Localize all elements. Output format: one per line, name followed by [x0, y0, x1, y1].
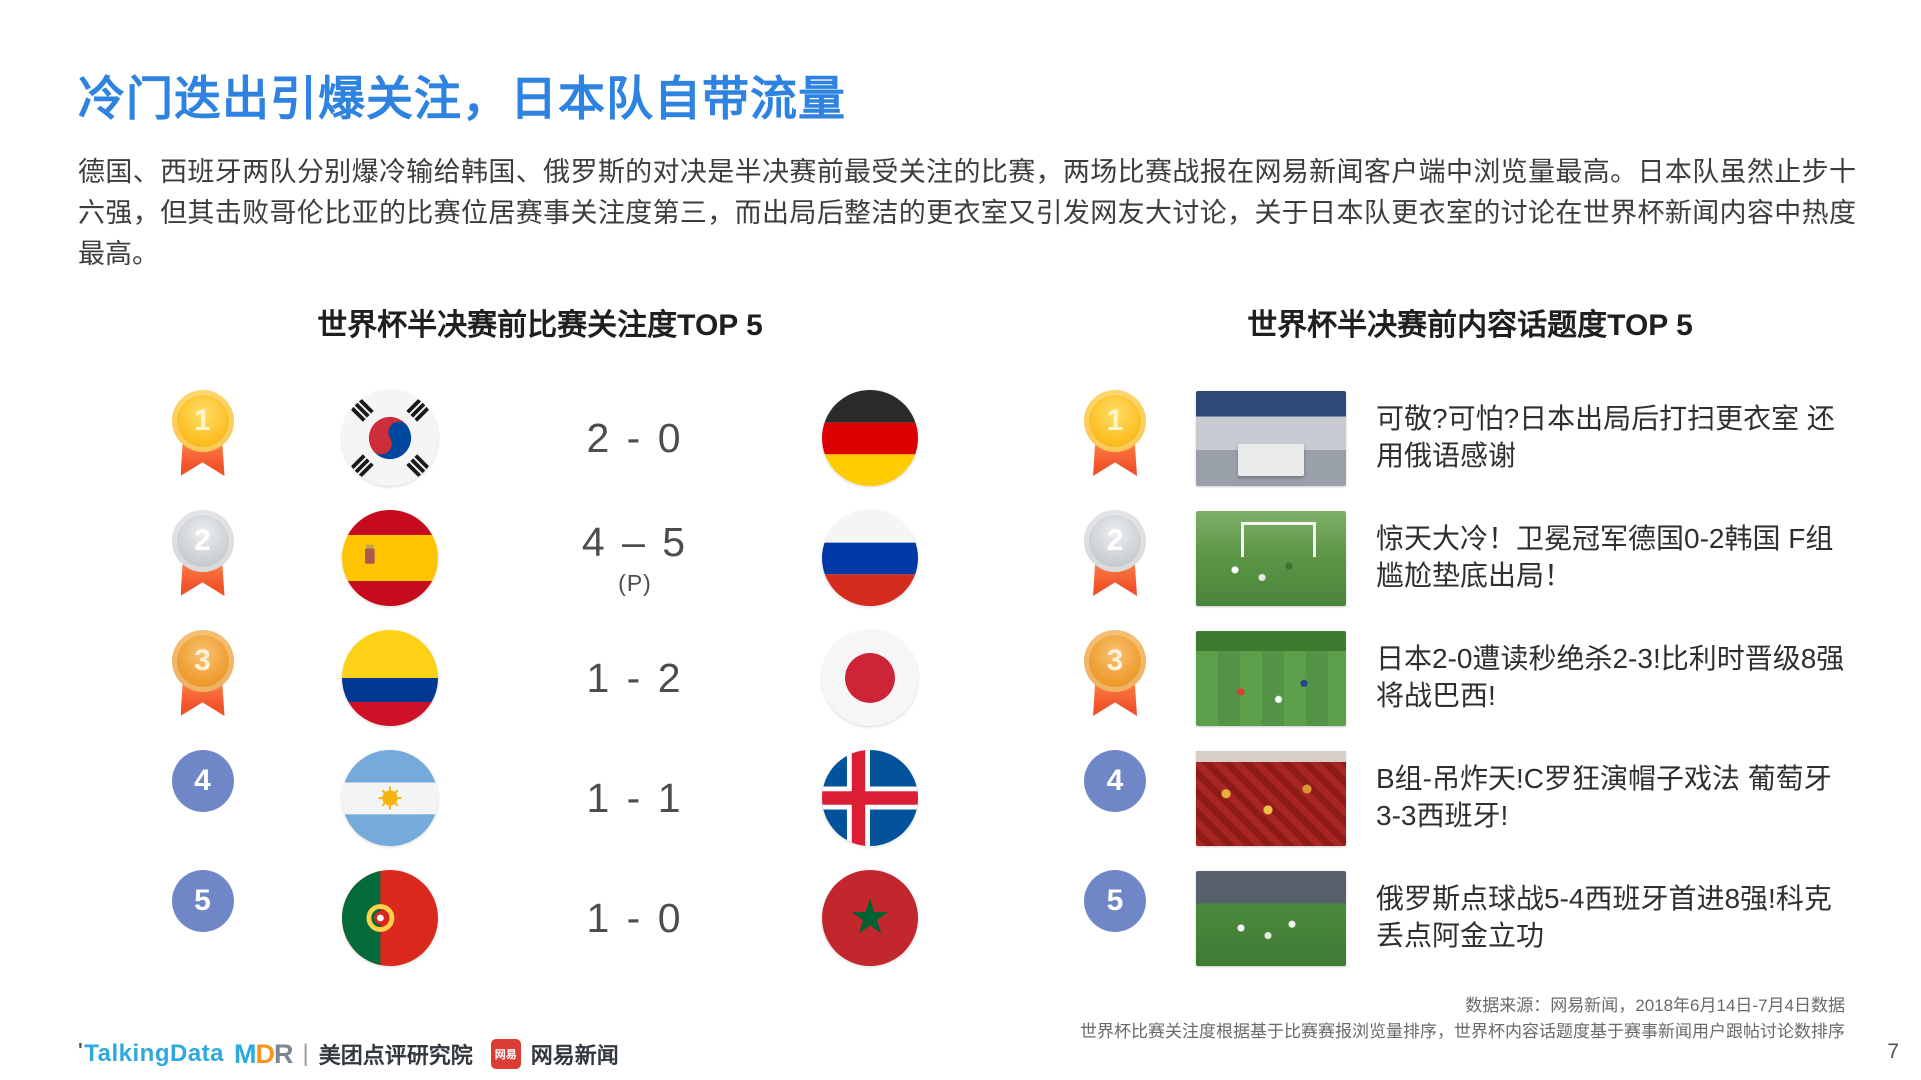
rank-4-badge-icon: 4 [168, 750, 238, 846]
penalty-label: (P) [618, 570, 652, 596]
news-row-4: 4 B组-吊炸天!C罗狂演帽子戏法 葡萄牙3-3西班牙! [1080, 738, 1880, 858]
rank-number: 4 [194, 764, 211, 797]
news-thumbnail-russia-spain-celebration [1196, 870, 1346, 966]
rank-5-badge-icon: 5 [168, 870, 238, 966]
news-title: 可敬?可怕?日本出局后打扫更衣室 还用俄语感谢 [1376, 403, 1835, 471]
rank-number: 1 [1106, 404, 1124, 437]
rank-2-silver-medal-icon: 2 [168, 510, 238, 606]
talkingdata-logo: TalkingData [78, 1040, 224, 1068]
rank-1-gold-medal-icon: 1 [1080, 390, 1150, 486]
match-score: 1 - 2 [586, 654, 684, 701]
footer-logos: TalkingData MDR | 美团点评研究院 网易 网易新闻 [78, 1038, 619, 1070]
page-title: 冷门迭出引爆关注，日本队自带流量 [78, 72, 846, 125]
rank-number: 4 [1106, 764, 1124, 797]
rank-3-bronze-medal-icon: 3 [168, 630, 238, 726]
news-thumbnail-portugal-fans-crowd [1196, 750, 1346, 846]
meituan-research-logo: 美团点评研究院 [318, 1043, 473, 1068]
news-row-1: 1 可敬?可怕?日本出局后打扫更衣室 还用俄语感谢 [1080, 378, 1880, 498]
match-row-2: 2 4 – 5 (P) [140, 498, 985, 618]
flag-portugal-icon [342, 870, 438, 966]
flag-spain-icon [342, 510, 438, 606]
match-attention-panel: 世界杯半决赛前比赛关注度TOP 5 1 [140, 300, 985, 978]
news-title: 俄罗斯点球战5-4西班牙首进8强!科克丢点阿金立功 [1376, 883, 1832, 951]
flag-argentina-icon [342, 750, 438, 846]
news-title: 日本2-0遭读秒绝杀2-3!比利时晋级8强将战巴西! [1376, 643, 1845, 711]
news-thumbnail-locker-room [1196, 390, 1346, 486]
rank-5-badge-icon: 5 [1080, 870, 1150, 966]
match-row-3: 3 1 - 2 [140, 618, 985, 738]
match-score: 1 - 0 [586, 894, 684, 941]
news-title: 惊天大冷！卫冕冠军德国0-2韩国 F组尴尬垫底出局！ [1376, 523, 1834, 591]
match-row-1: 1 [140, 378, 985, 498]
source-line-1: 数据来源：网易新闻，2018年6月14日-7月4日数据 [1465, 996, 1845, 1015]
match-row-5: 5 1 - 0 [140, 858, 985, 978]
match-score: 2 - 0 [586, 414, 684, 461]
source-line-2: 世界杯比赛关注度根据基于比赛赛报浏览量排序，世界杯内容话题度基于赛事新闻用户跟帖… [1080, 1021, 1845, 1041]
content-topic-panel: 世界杯半决赛前内容话题度TOP 5 1 可敬?可怕?日本出局后打扫更衣室 还用俄… [1080, 300, 1880, 978]
flag-germany-icon [822, 390, 918, 486]
flag-japan-icon [822, 630, 918, 726]
match-row-4: 4 1 - 1 [140, 738, 985, 858]
rank-4-badge-icon: 4 [1080, 750, 1150, 846]
netease-app-icon: 网易 [490, 1039, 521, 1069]
netease-news-logo: 网易新闻 [530, 1043, 619, 1068]
news-row-5: 5 俄罗斯点球战5-4西班牙首进8强!科克丢点阿金立功 [1080, 858, 1880, 978]
page-number: 7 [1887, 1040, 1899, 1063]
match-score: 4 – 5 [581, 519, 689, 565]
rank-number: 2 [194, 524, 211, 557]
left-panel-heading: 世界杯半决赛前比赛关注度TOP 5 [317, 309, 763, 342]
data-source-notes: 数据来源：网易新闻，2018年6月14日-7月4日数据 世界杯比赛关注度根据基于… [1080, 993, 1845, 1044]
match-score: 1 - 1 [586, 774, 684, 821]
news-rows: 1 可敬?可怕?日本出局后打扫更衣室 还用俄语感谢 2 惊天大冷！卫冕冠军德国0… [1080, 378, 1880, 978]
right-panel-heading: 世界杯半决赛前内容话题度TOP 5 [1247, 309, 1693, 342]
rank-3-bronze-medal-icon: 3 [1080, 630, 1150, 726]
news-thumbnail-germany-korea-goal [1196, 510, 1346, 606]
news-row-3: 3 日本2-0遭读秒绝杀2-3!比利时晋级8强将战巴西! [1080, 618, 1880, 738]
flag-russia-icon [822, 510, 918, 606]
rank-number: 5 [1106, 884, 1124, 917]
flag-south-korea-icon [342, 390, 438, 486]
rank-number: 2 [1106, 524, 1124, 557]
intro-paragraph: 德国、西班牙两队分别爆冷输给韩国、俄罗斯的对决是半决赛前最受关注的比赛，两场比赛… [78, 157, 1856, 270]
rank-number: 1 [194, 404, 211, 437]
flag-iceland-icon [822, 750, 918, 846]
rank-number: 3 [1106, 644, 1124, 677]
flag-colombia-icon [342, 630, 438, 726]
rank-2-silver-medal-icon: 2 [1080, 510, 1150, 606]
news-thumbnail-japan-belgium-field [1196, 630, 1346, 726]
logo-divider: | [302, 1040, 309, 1067]
rank-1-gold-medal-icon: 1 [168, 390, 238, 486]
news-title: B组-吊炸天!C罗狂演帽子戏法 葡萄牙3-3西班牙! [1376, 763, 1832, 831]
news-row-2: 2 惊天大冷！卫冕冠军德国0-2韩国 F组尴尬垫底出局！ [1080, 498, 1880, 618]
match-rows: 1 [140, 378, 985, 978]
mdr-logo: MDR [234, 1038, 293, 1069]
rank-number: 3 [194, 644, 211, 677]
flag-morocco-icon [822, 870, 918, 966]
rank-number: 5 [194, 884, 211, 917]
